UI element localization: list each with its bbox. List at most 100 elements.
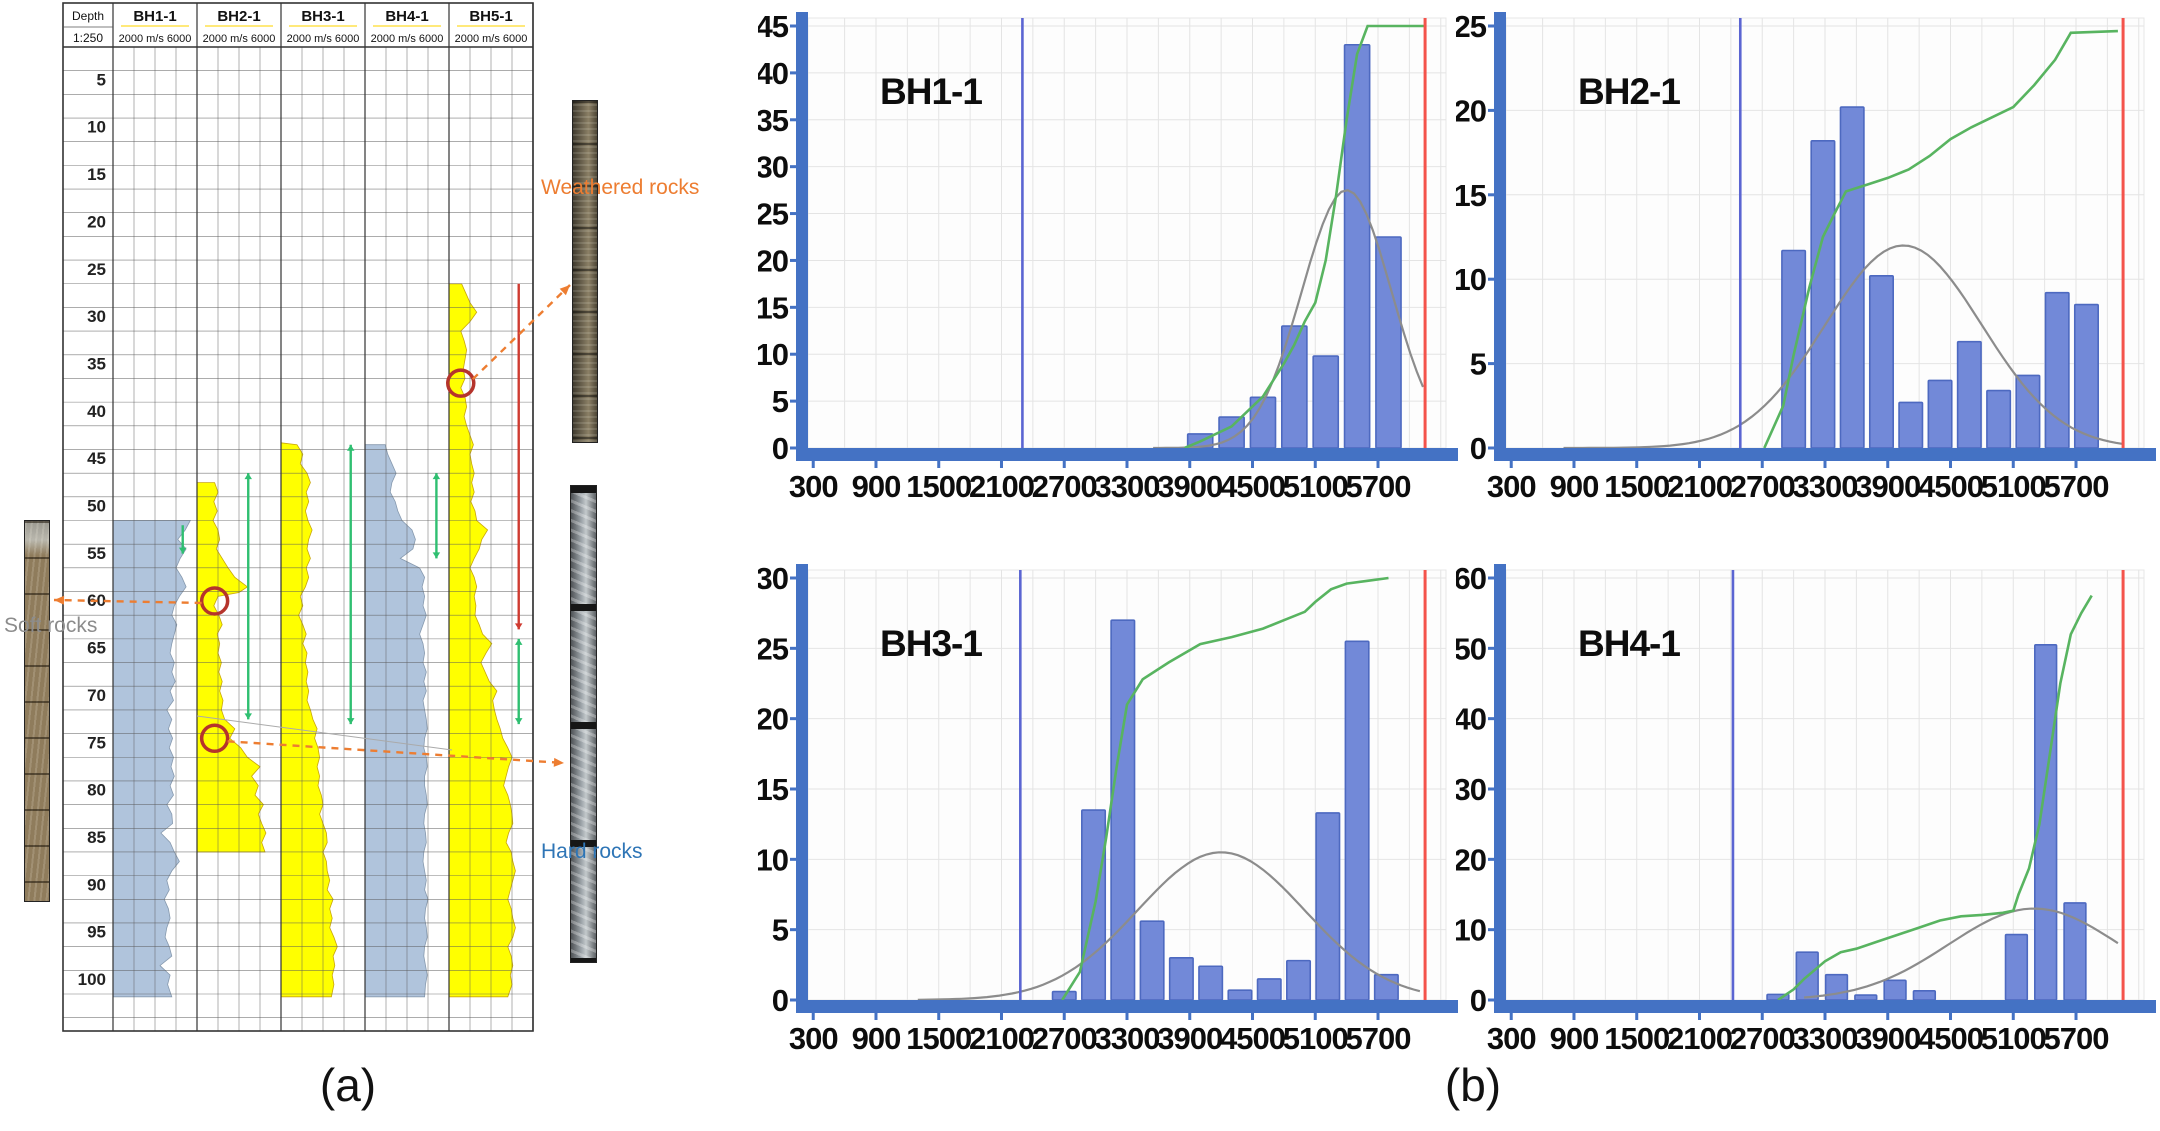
histogram-bh2-1: 0 5 10 15 20 25 300 900 1500 2100 2700 3300 3900 4500…	[1454, 4, 2156, 556]
x-axis-tick	[2074, 461, 2078, 468]
arrowhead	[514, 718, 523, 725]
y-axis-tick	[1488, 998, 1494, 1002]
bar	[2073, 303, 2099, 449]
depth-tick-label: 95	[87, 923, 106, 942]
arrowhead	[346, 718, 355, 725]
y-axis-tick	[1488, 446, 1494, 450]
core-photo-weathered-rocks	[572, 100, 598, 443]
x-tick-label: 900	[852, 469, 901, 504]
x-tick-label: 3300	[1793, 1021, 1858, 1056]
y-axis-tick	[790, 857, 796, 861]
bar	[1868, 275, 1894, 449]
y-tick-label: 40	[1456, 702, 1486, 737]
bar	[2034, 644, 2058, 1001]
y-axis-bar	[1494, 12, 1506, 448]
y-axis-tick	[1488, 108, 1494, 112]
x-axis-tick	[1949, 1013, 1953, 1020]
y-tick-label: 15	[1456, 178, 1487, 213]
y-tick-label: 5	[772, 384, 789, 419]
bar	[1286, 959, 1312, 1001]
x-tick-label: 3900	[1157, 1021, 1222, 1056]
depth-tick-label: 5	[97, 70, 106, 89]
y-tick-label: 25	[1456, 9, 1487, 44]
velocity-profile-bh5-1	[448, 283, 516, 998]
x-tick-label: 2700	[1730, 1021, 1795, 1056]
bar	[1781, 249, 1807, 449]
x-tick-label: 2100	[1667, 1021, 1732, 1056]
y-tick-label: 0	[1470, 431, 1486, 466]
x-axis-bar	[796, 1000, 1458, 1013]
y-tick-label: 5	[1470, 347, 1487, 382]
y-tick-label: 20	[758, 702, 788, 737]
y-axis-tick	[1488, 277, 1494, 281]
x-axis-tick	[811, 1013, 815, 1020]
y-axis-tick	[790, 71, 796, 75]
x-tick-label: 5100	[1981, 469, 2046, 504]
arrowhead	[346, 444, 355, 451]
y-axis-tick	[1488, 24, 1494, 28]
y-tick-label: 60	[1456, 561, 1486, 596]
x-tick-label: 300	[789, 1021, 838, 1056]
bar	[1312, 355, 1340, 449]
sample-circle-weathered	[446, 368, 476, 398]
y-tick-label: 25	[758, 631, 789, 666]
arrowhead	[432, 552, 441, 559]
x-tick-label: 3300	[1095, 1021, 1160, 1056]
x-axis-tick	[1188, 461, 1192, 468]
velocity-profile-bh1-1	[112, 520, 191, 998]
bar	[1256, 978, 1282, 1001]
velocity-profile-bh3-1	[280, 442, 338, 998]
arrowhead-orange	[559, 285, 570, 296]
histogram-bh4-1: 0 10 20 30 40 50 60 300 900 1500 2100 2700 3300 3900 4…	[1454, 556, 2156, 1108]
histogram-svg-bh3-1: 0 5 10 15 20 25 30 300 900 1500210027003300390045…	[756, 561, 1458, 1056]
x-tick-label: 2100	[969, 469, 1034, 504]
depth-tick-label: 15	[87, 165, 106, 184]
velocity-scale-label: 2000 m/s 6000	[287, 33, 360, 45]
arrowhead	[432, 473, 441, 480]
y-tick-label: 10	[758, 337, 788, 372]
x-axis-tick	[1188, 1013, 1192, 1020]
borehole-header-bh3-1: BH3-1	[301, 8, 344, 25]
y-axis-tick	[790, 446, 796, 450]
x-tick-label: 900	[1550, 1021, 1599, 1056]
y-axis-tick	[790, 352, 796, 356]
histogram-svg-bh2-1: 0 5 10 15 20 25 300 900 150021002700330039004500…	[1454, 9, 2156, 504]
dashed-arrow-soft	[53, 598, 202, 605]
depth-tick-label: 75	[87, 733, 106, 752]
x-axis-tick	[1125, 1013, 1129, 1020]
bar	[1168, 956, 1194, 1001]
x-axis-tick	[1760, 461, 1764, 468]
x-tick-label: 5100	[1981, 1021, 2046, 1056]
x-axis-tick	[999, 461, 1003, 468]
depth-tick-label: 10	[87, 118, 106, 137]
x-tick-label: 5700	[2044, 1021, 2109, 1056]
x-axis-tick	[1509, 461, 1513, 468]
x-axis-tick	[2011, 461, 2015, 468]
bar	[1227, 989, 1253, 1001]
normal-distribution-curve	[1563, 244, 2123, 450]
histogram-svg-bh1-1: 0 5 10 15 20 25 30 35 40 45 300 900 1500210027003300…	[756, 9, 1458, 504]
y-tick-label: 5	[772, 913, 789, 948]
depth-tick-label: 100	[78, 970, 106, 989]
y-tick-label: 0	[772, 983, 788, 1018]
x-tick-label: 5700	[1346, 1021, 1411, 1056]
depth-tick-label: 45	[87, 449, 106, 468]
y-tick-label: 40	[758, 56, 788, 91]
x-axis-tick	[1949, 461, 1953, 468]
y-axis-tick	[790, 305, 796, 309]
y-tick-label: 20	[758, 243, 788, 278]
x-axis-tick	[1062, 1013, 1066, 1020]
bar	[1912, 990, 1937, 1001]
velocity-scale-label: 2000 m/s 6000	[455, 33, 528, 45]
x-axis-bar	[796, 448, 1458, 461]
y-axis-tick	[790, 118, 796, 122]
y-axis-tick	[1488, 646, 1494, 650]
depth-tick-label: 90	[87, 875, 106, 894]
x-axis-tick	[937, 1013, 941, 1020]
arrowhead	[514, 638, 523, 645]
x-tick-label: 4500	[1918, 1021, 1983, 1056]
y-axis-tick	[790, 24, 796, 28]
soft-rocks-label: Soft rocks	[4, 614, 98, 637]
x-tick-label: 4500	[1918, 469, 1983, 504]
